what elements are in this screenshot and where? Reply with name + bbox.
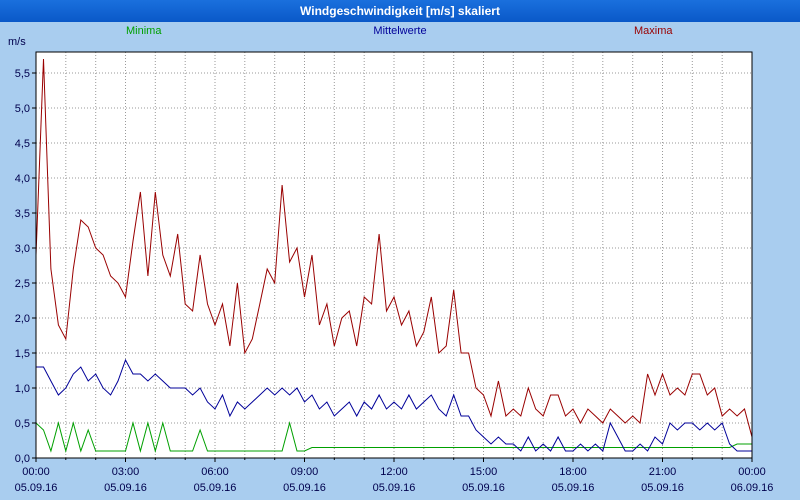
svg-text:06:00: 06:00 [201,466,229,478]
svg-text:2,0: 2,0 [15,313,30,325]
legend-maxima: Maxima [634,25,673,37]
svg-text:05.09.16: 05.09.16 [552,482,595,494]
svg-text:05.09.16: 05.09.16 [641,482,684,494]
svg-text:5,0: 5,0 [15,103,30,115]
svg-text:09:00: 09:00 [291,466,319,478]
svg-text:18:00: 18:00 [559,466,587,478]
svg-text:05.09.16: 05.09.16 [283,482,326,494]
svg-text:05.09.16: 05.09.16 [104,482,147,494]
svg-text:1,0: 1,0 [15,383,30,395]
page-title: Windgeschwindigkeit [m/s] skaliert [300,4,500,18]
svg-text:05.09.16: 05.09.16 [194,482,237,494]
chart-legend: Minima Mittelwerte Maxima [0,25,800,41]
svg-text:12:00: 12:00 [380,466,408,478]
y-axis-unit-label: m/s [8,36,26,48]
legend-mittelwerte: Mittelwerte [373,25,427,37]
svg-text:03:00: 03:00 [112,466,140,478]
svg-text:3,5: 3,5 [15,208,30,220]
svg-text:4,0: 4,0 [15,173,30,185]
svg-text:0,5: 0,5 [15,418,30,430]
svg-text:21:00: 21:00 [649,466,677,478]
svg-text:05.09.16: 05.09.16 [462,482,505,494]
legend-minima: Minima [126,25,162,37]
svg-text:0,0: 0,0 [15,453,30,465]
svg-text:00:00: 00:00 [22,466,50,478]
title-bar: Windgeschwindigkeit [m/s] skaliert [0,0,800,22]
svg-text:5,5: 5,5 [15,68,30,80]
svg-text:15:00: 15:00 [470,466,498,478]
svg-text:06.09.16: 06.09.16 [731,482,774,494]
svg-text:1,5: 1,5 [15,348,30,360]
svg-text:05.09.16: 05.09.16 [373,482,416,494]
svg-text:3,0: 3,0 [15,243,30,255]
svg-text:2,5: 2,5 [15,278,30,290]
wind-chart-svg: 0,0 0,5 1,0 1,5 2,0 2,5 3,0 3,5 4,0 4,5 5,0 5,5 00:0… [15,51,774,494]
svg-text:05.09.16: 05.09.16 [15,482,58,494]
svg-text:4,5: 4,5 [15,138,30,150]
svg-text:00:00: 00:00 [738,466,766,478]
